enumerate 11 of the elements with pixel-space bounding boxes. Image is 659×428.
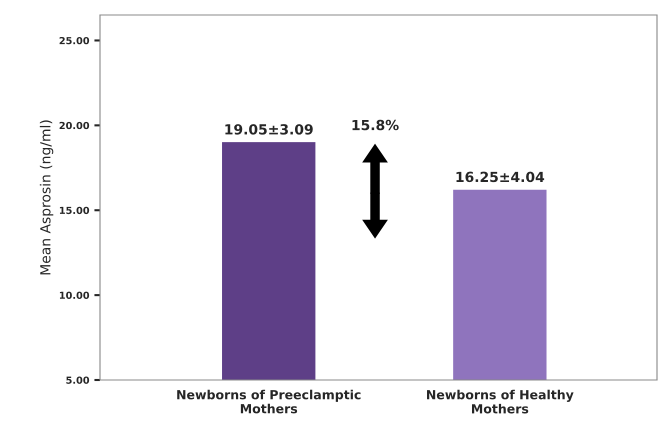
y-tick-label: 25.00 [60,36,90,44]
y-tick-label: 15.00 [60,206,90,214]
y-axis-title: Mean Asprosin (ng/ml) [40,120,54,274]
x-tick-label: Newborns of Healthy Mothers [427,390,574,414]
x-tick-label: Newborns of Preeclamptic Mothers [177,390,361,414]
y-tick-label: 10.00 [60,292,90,299]
annotation: 15.8% [352,120,399,130]
data-label: 16.25±4.04 [456,172,544,182]
y-tick-label: 5.00 [66,376,90,384]
data-label: 19.05±3.09 [225,124,313,135]
y-tick-label: 20.00 [60,122,90,130]
